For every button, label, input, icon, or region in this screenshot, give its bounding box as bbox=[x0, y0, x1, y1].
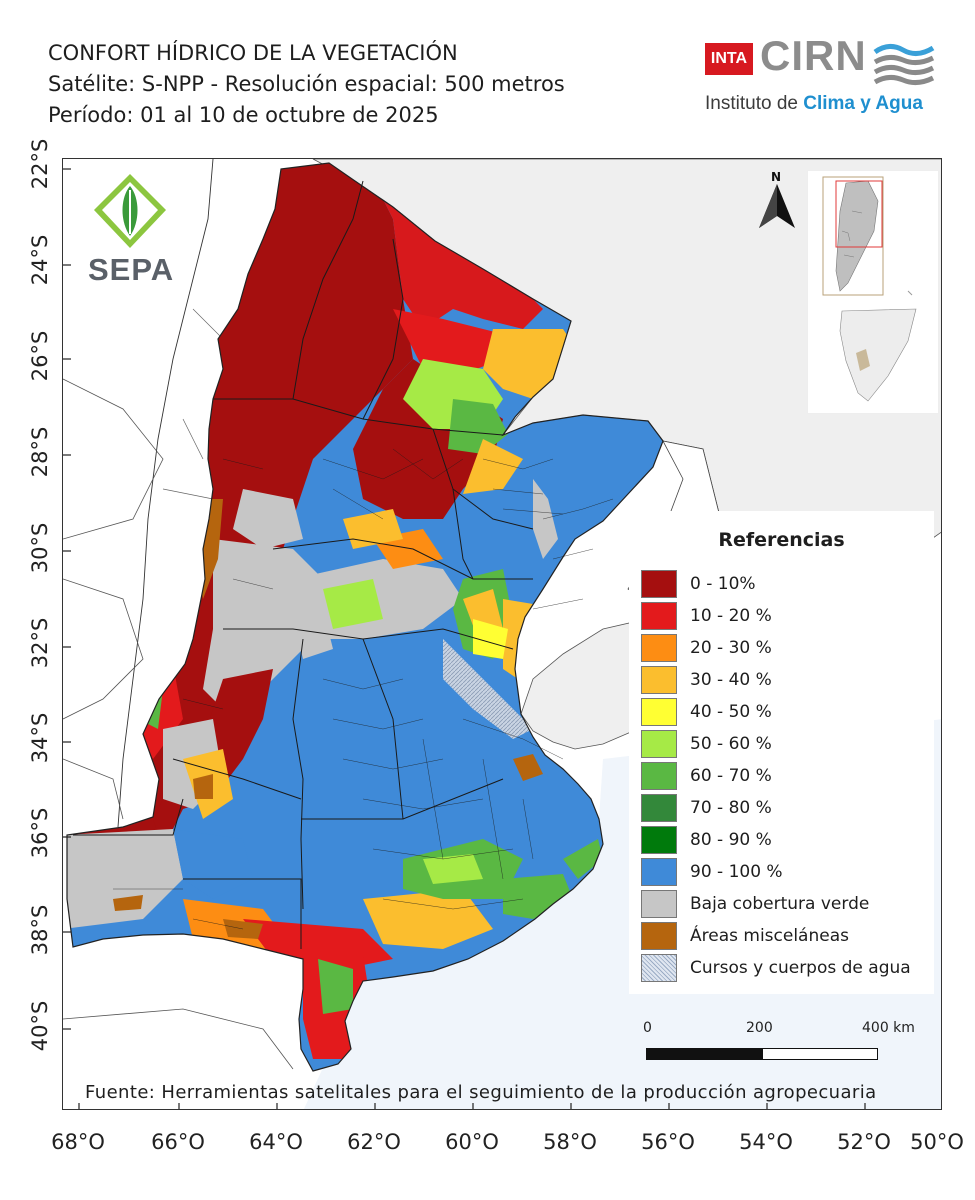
legend-label: 20 - 30 % bbox=[690, 637, 772, 658]
legend-item: 20 - 30 % bbox=[641, 632, 772, 663]
lon-label-60: 60°O bbox=[445, 1130, 499, 1154]
legend-label: Baja cobertura verde bbox=[690, 893, 870, 914]
legend-swatch bbox=[641, 825, 677, 854]
legend-label: 50 - 60 % bbox=[690, 733, 772, 754]
north-arrow: N bbox=[757, 170, 797, 232]
scale-segment-black bbox=[646, 1048, 764, 1060]
lon-label-50: 50°O bbox=[910, 1130, 964, 1154]
lat-label-30: 30°S bbox=[28, 522, 52, 574]
inta-logo-box: INTA bbox=[705, 43, 753, 75]
legend-item: 90 - 100 % bbox=[641, 856, 783, 887]
legend-item: 70 - 80 % bbox=[641, 792, 772, 823]
institute-accent: Clima y Agua bbox=[803, 93, 923, 114]
legend-swatch bbox=[641, 793, 677, 822]
legend-swatch bbox=[641, 729, 677, 758]
institute-prefix: Instituto de bbox=[705, 93, 804, 114]
water-waves-icon bbox=[873, 44, 935, 86]
legend-swatch bbox=[641, 889, 677, 918]
legend-label: 10 - 20 % bbox=[690, 605, 772, 626]
cirn-logo-text: CIRN bbox=[760, 32, 867, 79]
lon-label-58: 58°O bbox=[543, 1130, 597, 1154]
scale-label-0: 0 bbox=[643, 1020, 652, 1036]
lon-label-52: 52°O bbox=[837, 1130, 891, 1154]
lon-label-66: 66°O bbox=[151, 1130, 205, 1154]
inta-cirn-logo: INTA CIRN Instituto de Clima y Agua bbox=[705, 32, 940, 120]
scale-label-400: 400 km bbox=[862, 1020, 915, 1036]
legend-label: 0 - 10% bbox=[690, 573, 756, 594]
lat-label-38: 38°S bbox=[28, 904, 52, 956]
legend-item: Áreas misceláneas bbox=[641, 920, 849, 951]
lat-label-34: 34°S bbox=[28, 712, 52, 764]
legend-item: 0 - 10% bbox=[641, 568, 756, 599]
legend-item: 10 - 20 % bbox=[641, 600, 772, 631]
satellite-info: Satélite: S-NPP - Resolución espacial: 5… bbox=[48, 72, 565, 96]
legend-item: Cursos y cuerpos de agua bbox=[641, 952, 911, 983]
legend-label: Áreas misceláneas bbox=[690, 925, 849, 946]
legend-swatch bbox=[641, 665, 677, 694]
legend-swatch bbox=[641, 633, 677, 662]
legend-swatch bbox=[641, 697, 677, 726]
period-info: Período: 01 al 10 de octubre de 2025 bbox=[48, 103, 439, 127]
lat-label-26: 26°S bbox=[28, 330, 52, 382]
north-arrow-icon bbox=[759, 184, 795, 228]
legend-item: Baja cobertura verde bbox=[641, 888, 869, 919]
legend-label: Cursos y cuerpos de agua bbox=[690, 957, 911, 978]
map-frame bbox=[62, 158, 942, 1110]
legend-swatch bbox=[641, 761, 677, 790]
legend-swatch bbox=[641, 921, 677, 950]
legend-item: 30 - 40 % bbox=[641, 664, 772, 695]
lat-label-36: 36°S bbox=[28, 807, 52, 859]
inset-locator-map bbox=[807, 170, 939, 414]
district-boundaries bbox=[113, 448, 614, 930]
legend-swatch bbox=[641, 601, 677, 630]
province-boundaries bbox=[73, 180, 534, 949]
lon-label-68: 68°O bbox=[51, 1130, 105, 1154]
legend-label: 70 - 80 % bbox=[690, 797, 772, 818]
north-letter: N bbox=[771, 170, 782, 184]
institute-name: Instituto de Clima y Agua bbox=[705, 93, 923, 115]
legend-label: 80 - 90 % bbox=[690, 829, 772, 850]
legend-swatch bbox=[641, 857, 677, 886]
legend-label: 60 - 70 % bbox=[690, 765, 772, 786]
scale-bar: 0 200 400 km bbox=[640, 1020, 915, 1070]
leaf-icon bbox=[94, 174, 166, 248]
lon-label-64: 64°O bbox=[249, 1130, 303, 1154]
lon-label-54: 54°O bbox=[739, 1130, 793, 1154]
graticule-ticks bbox=[63, 168, 866, 1109]
legend-swatch bbox=[641, 569, 677, 598]
sepa-logo: SEPA bbox=[85, 172, 180, 292]
lat-label-28: 28°S bbox=[28, 426, 52, 478]
lon-label-62: 62°O bbox=[347, 1130, 401, 1154]
inset-map-canvas bbox=[822, 176, 917, 402]
lon-label-56: 56°O bbox=[641, 1130, 695, 1154]
lat-label-32: 32°S bbox=[28, 617, 52, 669]
legend-label: 90 - 100 % bbox=[690, 861, 783, 882]
source-note: Fuente: Herramientas satelitales para el… bbox=[85, 1082, 877, 1103]
legend: Referencias 0 - 10% 10 - 20 % 20 - 30 % 30 … bbox=[629, 511, 934, 994]
lat-label-24: 24°S bbox=[28, 234, 52, 286]
map-title: CONFORT HÍDRICO DE LA VEGETACIÓN bbox=[48, 41, 458, 65]
legend-swatch bbox=[641, 953, 677, 982]
legend-label: 30 - 40 % bbox=[690, 669, 772, 690]
legend-item: 80 - 90 % bbox=[641, 824, 772, 855]
map-header: CONFORT HÍDRICO DE LA VEGETACIÓN Satélit… bbox=[48, 38, 565, 131]
legend-item: 50 - 60 % bbox=[641, 728, 772, 759]
legend-title: Referencias bbox=[718, 529, 845, 551]
lat-label-40: 40°S bbox=[28, 1000, 52, 1052]
legend-label: 40 - 50 % bbox=[690, 701, 772, 722]
scale-label-200: 200 bbox=[746, 1020, 773, 1036]
scale-segment-white bbox=[762, 1048, 878, 1060]
sepa-logo-text: SEPA bbox=[88, 252, 175, 287]
legend-item: 40 - 50 % bbox=[641, 696, 772, 727]
legend-item: 60 - 70 % bbox=[641, 760, 772, 791]
lat-label-22: 22°S bbox=[28, 138, 52, 190]
